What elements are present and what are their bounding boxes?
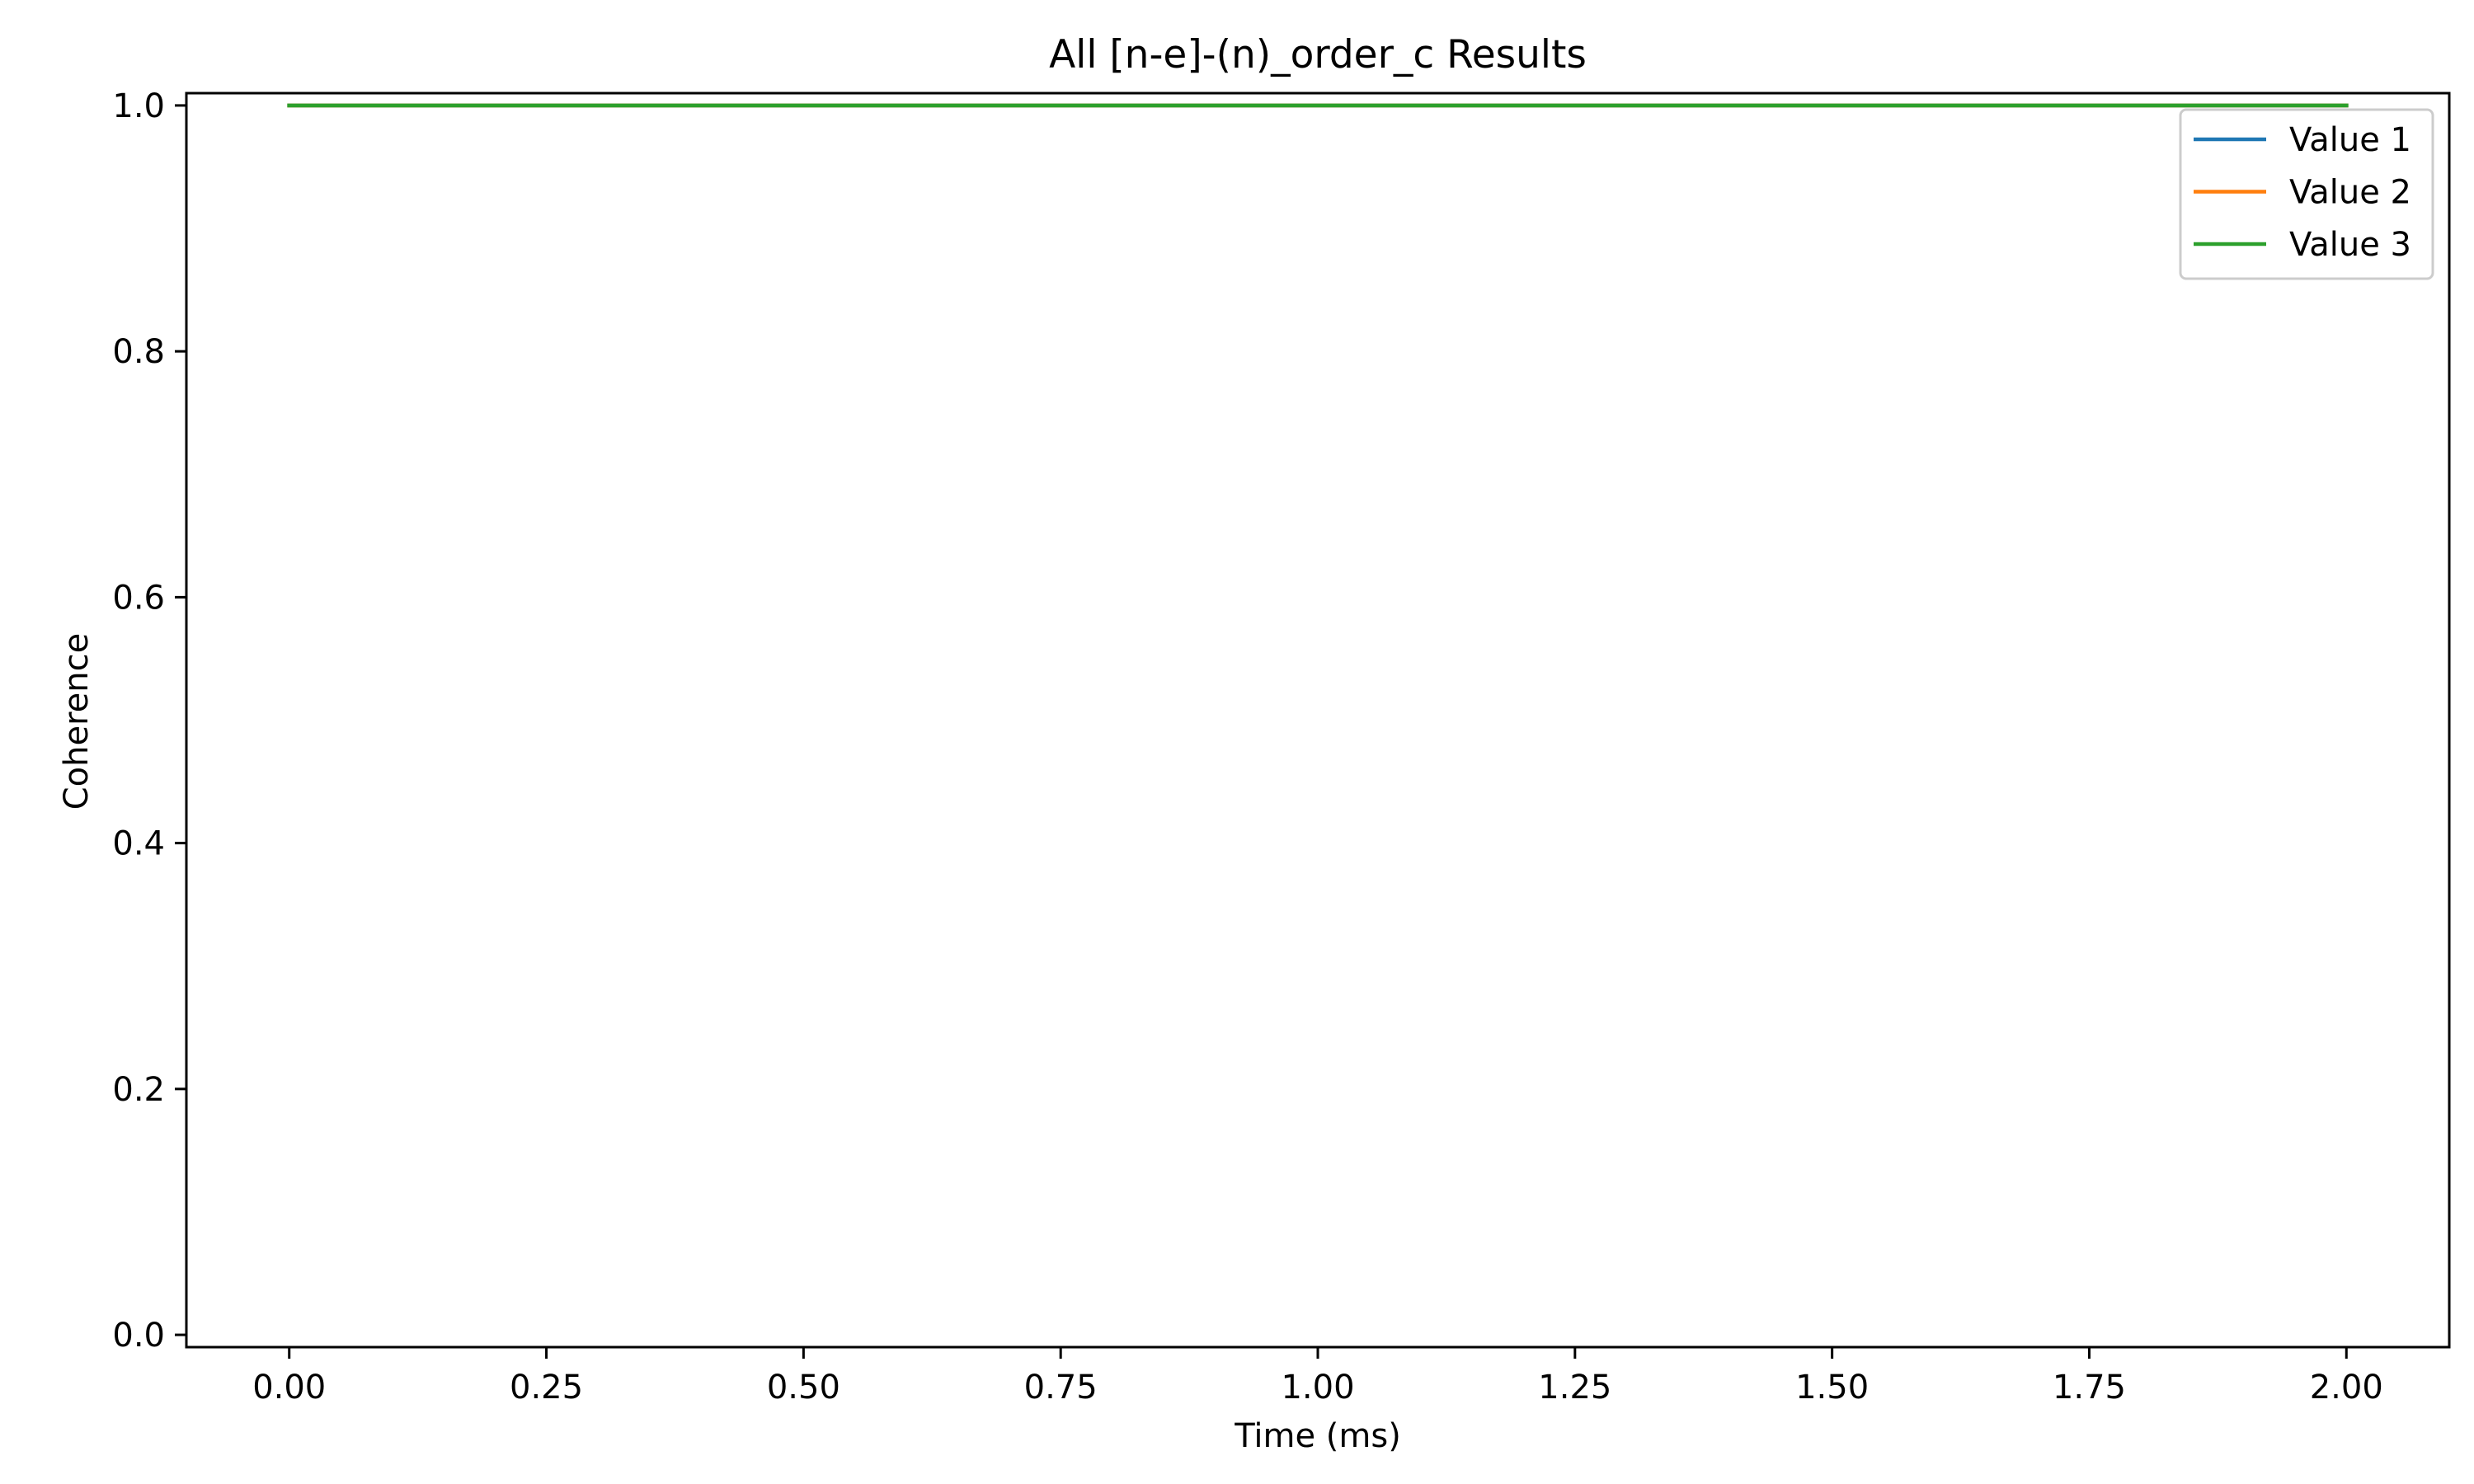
chart-title: All [n-e]-(n)_order_c Results [1049,32,1587,77]
legend: Value 1 Value 2 Value 3 [2179,108,2434,280]
x-tick-label: 2.00 [2310,1369,2383,1407]
y-tick-label: 0.6 [112,579,165,617]
x-tick-label: 0.00 [252,1369,326,1407]
x-tick-label: 0.50 [767,1369,840,1407]
legend-label-1: Value 1 [2289,121,2411,159]
legend-label-2: Value 2 [2289,174,2411,212]
x-tick-label: 0.25 [510,1369,583,1407]
y-tick-label: 0.8 [112,333,165,371]
x-axis-label: Time (ms) [1234,1417,1401,1455]
y-tick-label: 0.2 [112,1071,165,1109]
x-axis: 0.00 0.25 0.50 0.75 1.00 1.25 1.50 1.75 2.00 [252,1347,2383,1407]
legend-box [2179,108,2434,280]
x-tick-label: 1.25 [1538,1369,1611,1407]
y-tick-label: 1.0 [112,87,165,125]
y-axis: 0.0 0.2 0.4 0.6 0.8 1.0 [112,87,186,1355]
y-tick-label: 0.4 [112,825,165,863]
x-tick-label: 1.00 [1281,1369,1354,1407]
legend-label-3: Value 3 [2289,226,2411,264]
x-tick-label: 1.50 [1795,1369,1869,1407]
x-tick-label: 1.75 [2053,1369,2126,1407]
y-axis-label: Coherence [58,633,96,810]
x-tick-label: 0.75 [1024,1369,1098,1407]
y-tick-label: 0.0 [112,1317,165,1355]
